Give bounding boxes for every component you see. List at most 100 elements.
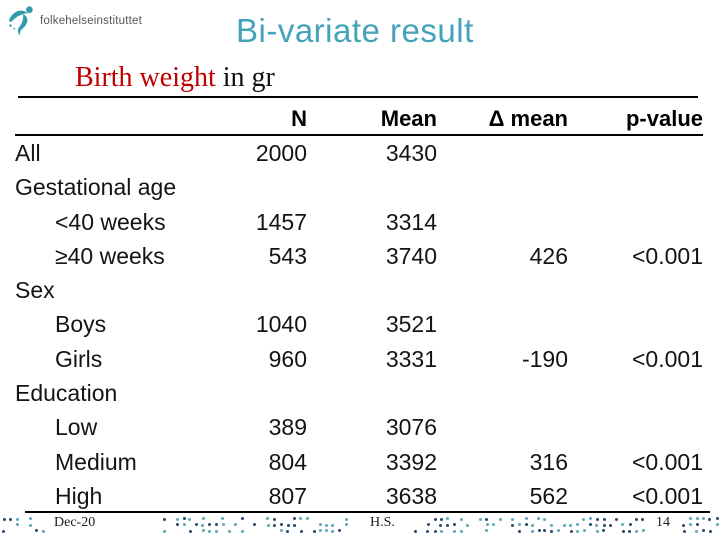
decorative-dot — [708, 529, 712, 533]
cell-delta-mean — [437, 135, 568, 170]
decorative-dot — [595, 529, 599, 533]
divider-bottom — [25, 511, 710, 513]
table-row: Boys 1040 3521 — [15, 307, 703, 341]
table-row: Medium 804 3392 316 <0.001 — [15, 445, 703, 479]
table-row: ≥40 weeks 543 3740 426 <0.001 — [15, 239, 703, 273]
decorative-dot — [549, 529, 553, 533]
decorative-dot — [318, 529, 322, 533]
decorative-dot — [550, 523, 554, 527]
cell-n — [210, 170, 307, 204]
decorative-dot — [557, 529, 561, 533]
table-row: Sex — [15, 273, 703, 307]
cell-p-value: <0.001 — [632, 448, 703, 475]
decorative-dot — [543, 529, 547, 533]
cell-delta-mean: 562 — [529, 482, 568, 509]
decorative-dot — [433, 529, 437, 533]
decorative-dot — [453, 529, 457, 533]
decorative-dot — [426, 529, 430, 533]
column-header-label — [15, 103, 210, 136]
cell-n: 2000 — [255, 140, 307, 166]
decorative-dot — [344, 523, 348, 527]
decorative-dot — [286, 529, 290, 533]
decorative-dot — [233, 523, 237, 527]
decorative-dot — [221, 517, 225, 521]
row-label: Low — [55, 414, 98, 441]
cell-mean: 3740 — [385, 242, 437, 269]
decorative-dot — [688, 523, 692, 527]
decorative-dot — [214, 523, 218, 526]
decorative-dot — [194, 523, 198, 527]
footer-initials: H.S. — [370, 515, 395, 530]
cell-delta-mean: 426 — [529, 242, 568, 269]
decorative-dot — [189, 529, 193, 533]
decorative-dot — [715, 517, 719, 521]
decorative-dot — [627, 529, 631, 533]
cell-p-value — [568, 205, 703, 239]
decorative-dot — [702, 517, 706, 521]
decorative-dot — [182, 517, 186, 521]
decorative-dot — [280, 529, 284, 533]
subtitle-rest: in gr — [215, 62, 275, 93]
decorative-dot — [708, 517, 712, 521]
decorative-dot — [715, 523, 719, 527]
cell-delta-mean — [437, 170, 568, 204]
decorative-dot — [207, 529, 211, 533]
decorative-dot — [240, 529, 244, 533]
cell-mean: 3076 — [385, 414, 437, 441]
decorative-dot — [331, 523, 335, 527]
footer-page-number: 14 — [656, 515, 670, 530]
decorative-dot — [695, 529, 699, 533]
decorative-dot — [634, 529, 638, 533]
decorative-dot — [537, 517, 541, 521]
decorative-dot — [286, 523, 290, 527]
row-label: Girls — [55, 345, 103, 372]
decorative-dot — [517, 529, 521, 533]
decorative-dot — [484, 517, 488, 521]
cell-p-value — [568, 135, 703, 170]
row-label: ≥40 weeks — [55, 242, 165, 269]
cell-p-value — [568, 170, 703, 204]
decorative-dot — [634, 517, 638, 521]
decorative-dot — [338, 529, 342, 533]
decorative-dot — [253, 523, 257, 527]
decorative-dot — [615, 517, 619, 521]
decorative-dot — [524, 517, 528, 521]
row-label: Sex — [15, 277, 55, 304]
decorative-dot — [446, 517, 450, 521]
table-row: Low 389 3076 — [15, 410, 703, 444]
decorative-dot — [221, 523, 225, 527]
cell-mean: 3430 — [385, 140, 437, 166]
decorative-dot — [344, 517, 348, 521]
institute-logo-icon — [9, 6, 33, 36]
decorative-dot — [273, 517, 277, 521]
decorative-dot — [292, 517, 296, 521]
decorative-dot — [562, 523, 566, 527]
decorative-dot — [42, 529, 46, 533]
decorative-dot — [589, 523, 593, 527]
decorative-dot — [298, 517, 302, 521]
column-header-delta-mean: Δ mean — [437, 103, 568, 136]
decorative-dot — [8, 517, 12, 521]
decorative-dot — [459, 517, 463, 521]
row-label: Gestational age — [15, 174, 177, 201]
cell-mean: 3392 — [385, 448, 437, 475]
cell-p-value — [568, 273, 703, 307]
decorative-dot — [530, 523, 534, 527]
decorative-dot — [240, 517, 244, 521]
logo: folkehelseinstituttet — [8, 5, 142, 37]
slide-title: Bi-variate result — [236, 12, 474, 49]
decorative-dot — [595, 517, 599, 521]
cell-p-value — [568, 410, 703, 444]
decorative-dot — [299, 529, 303, 533]
cell-n: 543 — [268, 242, 307, 269]
logo-text: folkehelseinstituttet — [40, 15, 143, 27]
cell-n: 807 — [268, 482, 307, 509]
decorative-dot — [583, 529, 587, 533]
decorative-dot — [312, 529, 316, 533]
decorative-dot — [318, 523, 322, 527]
decorative-dot — [162, 529, 166, 533]
decorative-dot — [695, 517, 699, 520]
decorative-dot — [414, 529, 417, 533]
table-row: Girls 960 3331 -190 <0.001 — [15, 342, 703, 376]
